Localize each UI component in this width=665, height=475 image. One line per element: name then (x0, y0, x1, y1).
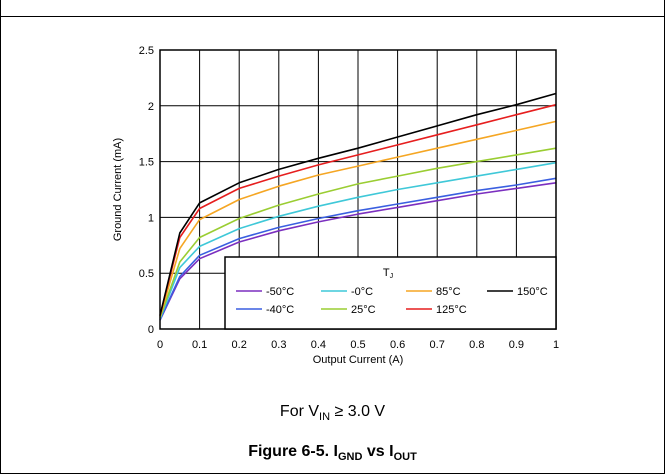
x-tick-label: 0.5 (350, 339, 365, 351)
x-tick-label: 0.1 (192, 339, 207, 351)
legend-label: -50°C (266, 286, 294, 298)
legend-box (224, 256, 557, 330)
series-line (159, 182, 557, 321)
series-line (159, 161, 557, 320)
series-line (159, 147, 557, 319)
legend-label: 25°C (351, 304, 376, 316)
ground-current-chart: 0 0.1 0.2 0.3 0.4 0.5 0.6 0.7 0.8 0.9 1 0 0.5 1 1.5 2 2.… (112, 45, 559, 366)
legend-label: 125°C (436, 304, 467, 316)
series-line (159, 120, 557, 317)
legend: TJ -50°C -0°C 85°C 150°C -40°C 25°C 125°C (224, 256, 557, 330)
legend-items: -50°C -0°C 85°C 150°C -40°C 25°C 125°C (236, 286, 548, 316)
x-tick-label: 0.8 (469, 339, 484, 351)
y-tick-label: 2 (148, 101, 154, 113)
x-tick-label: 0.2 (232, 339, 247, 351)
legend-label: -0°C (351, 286, 373, 298)
y-tick-label: 2.5 (139, 45, 154, 57)
series-line (159, 177, 557, 321)
y-tick-label: 1.5 (139, 157, 154, 169)
y-axis-label: Ground Current (mA) (112, 138, 124, 241)
tick-labels: 0 0.1 0.2 0.3 0.4 0.5 0.6 0.7 0.8 0.9 1 0 0.5 1 1.5 2 2.… (139, 45, 559, 351)
series-line (159, 92, 557, 316)
legend-title: TJ (383, 267, 393, 280)
legend-label: 85°C (436, 286, 461, 298)
x-tick-label: 0.3 (271, 339, 286, 351)
figure-caption: Figure 6-5. IGND vs IOUT (248, 443, 417, 464)
y-tick-label: 1 (148, 212, 154, 224)
legend-label: -40°C (266, 304, 294, 316)
x-tick-label: 0 (157, 339, 163, 351)
series-line (159, 103, 557, 316)
x-tick-label: 1 (553, 339, 559, 351)
top-rule (0, 16, 665, 17)
x-tick-label: 0.9 (509, 339, 524, 351)
x-axis-label: Output Current (A) (313, 354, 403, 366)
legend-label: 150°C (517, 286, 548, 298)
series-lines (159, 92, 557, 321)
test-condition: For VIN ≥ 3.0 V (279, 403, 386, 424)
y-tick-label: 0 (148, 324, 154, 336)
x-tick-label: 0.6 (390, 339, 405, 351)
x-tick-label: 0.4 (311, 339, 326, 351)
y-tick-label: 0.5 (139, 268, 154, 280)
x-tick-label: 0.7 (430, 339, 445, 351)
